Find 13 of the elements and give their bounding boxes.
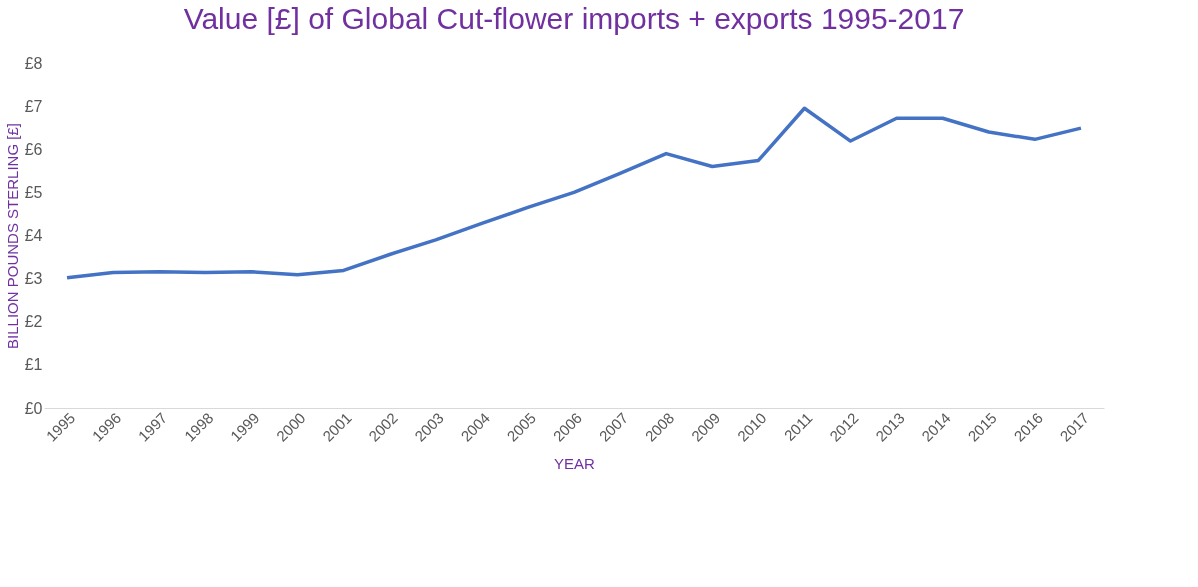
y-tick-label: £7 [24, 97, 43, 115]
x-axis-title: YEAR [554, 454, 596, 472]
line-series [65, 106, 1083, 280]
y-tick-label: £1 [24, 356, 43, 374]
y-tick-label: £0 [24, 399, 43, 417]
y-axis-title: BILLION POUNDS STERLING [£] [3, 123, 21, 349]
y-tick-label: £4 [24, 227, 43, 244]
y-tick-label: £6 [24, 140, 43, 158]
chart-title: Value [£] of Global Cut-flower imports + exports 1995-2017 [183, 2, 965, 35]
y-tick-label: £2 [24, 313, 43, 331]
y-tick-label: £3 [24, 270, 43, 288]
y-tick-label: £8 [24, 54, 43, 72]
y-tick-label: £5 [24, 183, 43, 201]
